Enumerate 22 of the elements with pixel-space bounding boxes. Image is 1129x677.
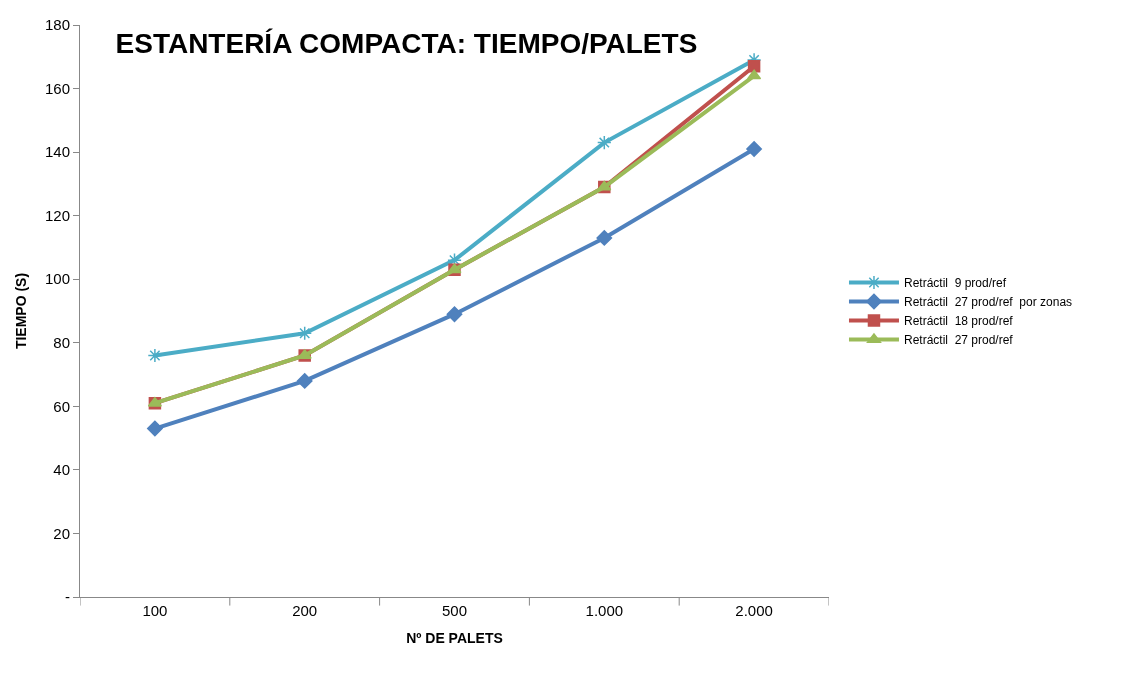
y-tick-label: 80 bbox=[53, 334, 70, 352]
y-tick-label: 120 bbox=[44, 206, 70, 224]
legend-label: Retráctil 18 prod/ref bbox=[903, 314, 1014, 329]
y-tick-label: 60 bbox=[53, 397, 70, 415]
y-tick-label: 160 bbox=[44, 79, 70, 97]
legend-label: Retráctil 9 prod/ref bbox=[903, 276, 1007, 291]
y-tick-label: 100 bbox=[44, 270, 70, 288]
x-tick-label: 2.000 bbox=[735, 602, 773, 619]
y-tick-label: 180 bbox=[44, 16, 70, 34]
legend-label: Retráctil 27 prod/ref bbox=[903, 333, 1014, 348]
y-tick-label: 20 bbox=[53, 524, 70, 542]
x-tick-label: 1.000 bbox=[585, 602, 624, 619]
x-tick-label: 200 bbox=[292, 602, 318, 619]
legend-label: Retráctil 27 prod/ref por zonas bbox=[903, 295, 1073, 310]
y-tick-label: - bbox=[65, 588, 70, 606]
x-tick-label: 100 bbox=[142, 602, 168, 619]
y-axis-title: TIEMPO (S) bbox=[12, 272, 29, 350]
y-tick-label: 40 bbox=[53, 461, 70, 479]
x-axis-title: Nº DE PALETS bbox=[406, 630, 503, 647]
chart-title: ESTANTERÍA COMPACTA: TIEMPO/PALETS bbox=[115, 28, 698, 60]
y-tick-label: 140 bbox=[44, 143, 70, 161]
x-tick-label: 500 bbox=[441, 602, 468, 619]
